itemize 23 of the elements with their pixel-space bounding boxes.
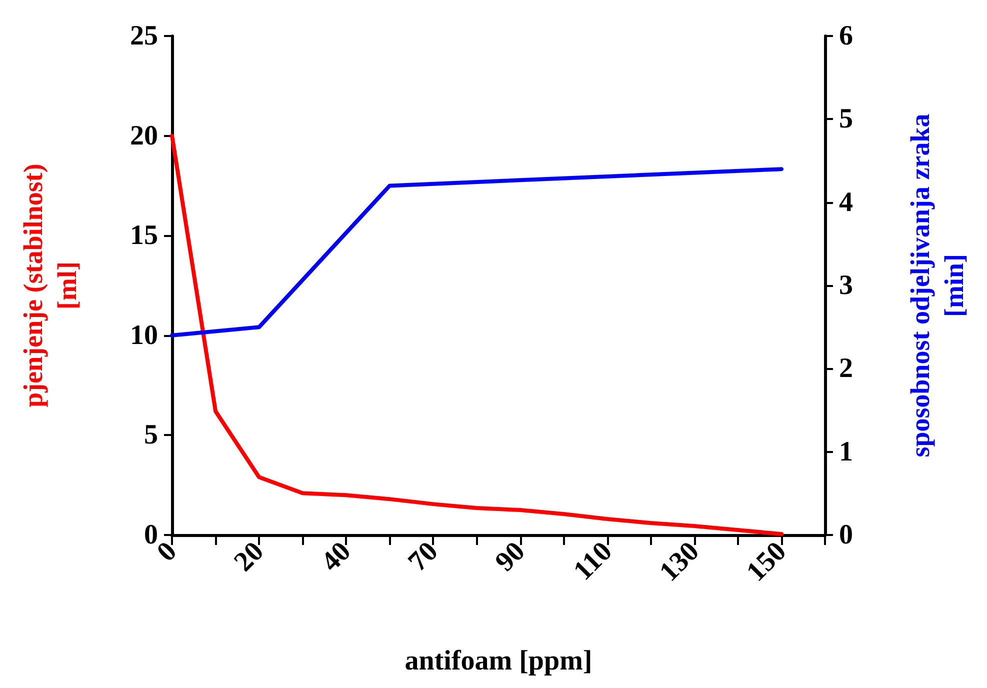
x-tick-label: 90 — [490, 536, 532, 578]
y2-tick-label: 1 — [839, 436, 853, 468]
y2-tick-label: 5 — [839, 104, 853, 135]
y2-tick-label: 2 — [839, 353, 853, 384]
y-tick-label: 10 — [130, 320, 158, 351]
y2-tick-label: 4 — [839, 186, 853, 218]
y-tick-label: 15 — [130, 220, 158, 252]
y-tick-label: 25 — [130, 20, 158, 52]
y-axis-title: pjenjenje (stabilnost) [ml] — [18, 164, 82, 408]
y2-axis-title: sposobnost odjeljivanja zraka [min] — [905, 113, 969, 458]
y-tick-label: 5 — [144, 420, 158, 451]
line-series — [170, 134, 784, 536]
line-series — [170, 167, 784, 338]
x-tick-label: 110 — [568, 536, 618, 587]
y2-tick-label: 6 — [839, 20, 853, 52]
y2-tick-label: 3 — [839, 270, 853, 301]
x-tick-label: 40 — [315, 536, 358, 578]
x-tick-label: 130 — [654, 536, 706, 588]
x-axis-title: antifoam [ppm] — [404, 646, 592, 676]
x-tick-label: 70 — [402, 536, 444, 578]
y-tick-label: 20 — [130, 120, 158, 152]
x-tick-label: 20 — [228, 536, 270, 578]
x-tick-label: 150 — [740, 536, 792, 588]
